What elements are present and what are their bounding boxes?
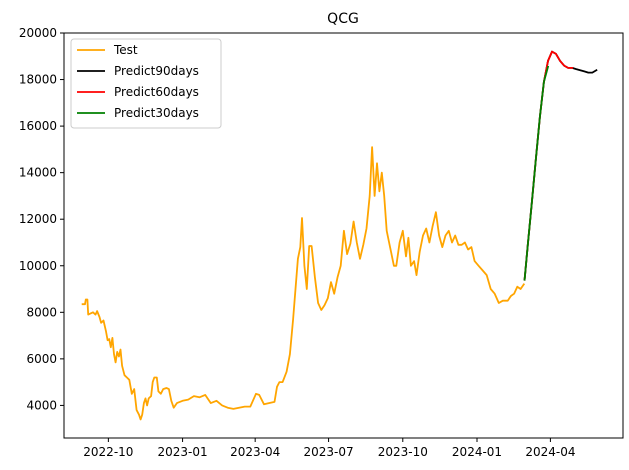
x-axis: 2022-10 2023-01 2023-04 2023-07 2023-10 2024-… bbox=[83, 438, 575, 459]
y-tick-label: 4000 bbox=[26, 398, 57, 412]
y-tick-label: 20000 bbox=[19, 26, 57, 40]
y-axis: 4000 6000 8000 10000 12000 14000 16000 18000 200… bbox=[19, 26, 64, 412]
plot-frame bbox=[63, 32, 624, 439]
y-tick-label: 8000 bbox=[26, 305, 57, 319]
x-tick-label: 2024-04 bbox=[525, 445, 575, 459]
x-tick-label: 2023-10 bbox=[378, 445, 428, 459]
x-tick-label: 2022-10 bbox=[83, 445, 133, 459]
y-tick-label: 14000 bbox=[19, 166, 57, 180]
series-line-predict30days bbox=[523, 65, 550, 281]
series-line-test bbox=[81, 146, 526, 421]
series-lines bbox=[81, 50, 598, 421]
y-tick-label: 16000 bbox=[19, 119, 57, 133]
legend: Test Predict90days Predict60days Predict30d… bbox=[70, 38, 222, 129]
y-tick-label: 10000 bbox=[19, 259, 57, 273]
legend-label-test: Test bbox=[113, 43, 138, 57]
y-tick-label: 12000 bbox=[19, 212, 57, 226]
x-tick-label: 2024-01 bbox=[452, 445, 502, 459]
legend-label-predict60days: Predict60days bbox=[114, 85, 199, 99]
x-tick-label: 2023-04 bbox=[230, 445, 280, 459]
x-tick-label: 2023-01 bbox=[158, 445, 208, 459]
y-tick-label: 6000 bbox=[26, 352, 57, 366]
legend-label-predict90days: Predict90days bbox=[114, 64, 199, 78]
x-tick-label: 2023-07 bbox=[304, 445, 354, 459]
y-tick-label: 18000 bbox=[19, 73, 57, 87]
chart-title: QCG bbox=[327, 11, 359, 27]
legend-label-predict30days: Predict30days bbox=[114, 106, 199, 120]
legend-box bbox=[70, 38, 222, 129]
series-line-predict60days bbox=[523, 50, 574, 281]
